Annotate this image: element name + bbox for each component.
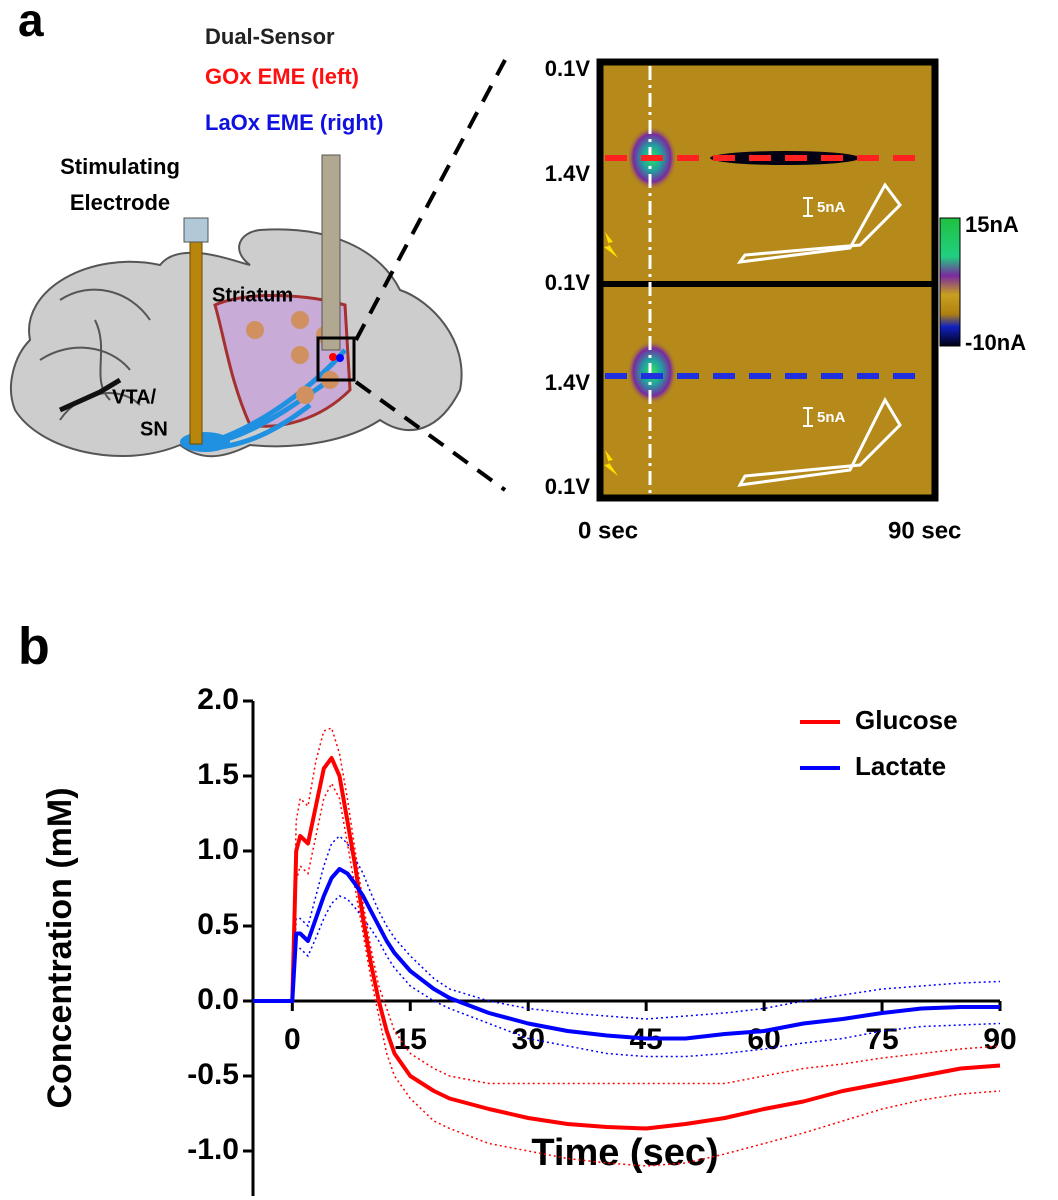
brain-illustration	[10, 59, 507, 492]
legend-label: Glucose	[855, 705, 958, 735]
region-label: Striatum	[212, 284, 293, 306]
series-line	[253, 756, 1001, 1131]
sensor-label: GOx EME (left)	[205, 64, 359, 89]
voltage-label: 1.4V	[545, 370, 591, 395]
y-tick-label: 0.0	[197, 983, 239, 1016]
x-tick-label: 0	[284, 1023, 301, 1056]
scale-label: 5nA	[817, 199, 846, 216]
colorbar-label: 15nA	[965, 212, 1019, 237]
voltage-label: 1.4V	[545, 161, 591, 186]
voltage-label: 0.1V	[545, 270, 591, 295]
panel-label: b	[18, 618, 50, 676]
sensor-label: LaOx EME (right)	[205, 110, 383, 135]
error-band-line	[253, 781, 1001, 1167]
y-tick-label: 1.5	[197, 758, 239, 791]
panel-label: a	[18, 0, 44, 46]
error-band-line	[253, 727, 1001, 1085]
x-tick-label: 15	[394, 1023, 427, 1056]
scale-label: 5nA	[817, 409, 846, 426]
region-label: SN	[140, 418, 168, 440]
colorbar-label: -10nA	[965, 330, 1026, 355]
series-line	[253, 867, 1000, 1041]
color-plot	[596, 58, 961, 502]
y-tick-label: -0.5	[187, 1058, 239, 1091]
y-tick-label: -1.0	[187, 1133, 239, 1166]
region-label: VTA/	[112, 386, 157, 408]
time-label: 90 sec	[888, 517, 961, 544]
time-label: 0 sec	[578, 517, 638, 544]
y-axis-label: Concentration (mM)	[41, 787, 79, 1108]
x-tick-label: 30	[512, 1023, 545, 1056]
voltage-label: 0.1V	[545, 56, 591, 81]
x-tick-label: 90	[983, 1023, 1016, 1056]
legend-title: Dual-Sensor	[205, 24, 335, 49]
electrode-label: Stimulating	[60, 154, 180, 179]
voltage-label: 0.1V	[545, 474, 591, 499]
y-tick-label: 1.0	[197, 833, 239, 866]
x-axis-label: Time (sec)	[531, 1132, 718, 1174]
electrode-label: Electrode	[70, 190, 170, 215]
x-tick-label: 75	[865, 1023, 898, 1056]
legend-label: Lactate	[855, 751, 946, 781]
error-band-line	[253, 895, 1001, 1058]
y-tick-label: 0.5	[197, 908, 239, 941]
y-tick-label: 2.0	[197, 683, 239, 716]
